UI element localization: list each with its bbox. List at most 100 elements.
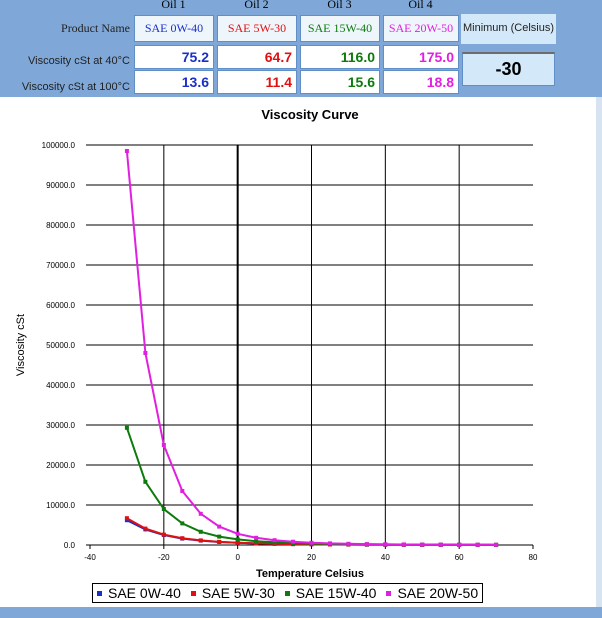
viscosity-40-oil-2[interactable]: 64.7 [217, 45, 297, 69]
data-point [124, 516, 129, 521]
product-name-oil-3[interactable]: SAE 15W-40 [300, 15, 380, 42]
product-name-oil-4[interactable]: SAE 20W-50 [383, 15, 459, 42]
data-point [161, 443, 166, 447]
column-header-oil-4: Oil 4 [408, 0, 433, 9]
data-point [235, 540, 240, 545]
y-tick-label: 10000.0 [46, 501, 75, 510]
viscosity-chart: Viscosity Curve -40 -20 0 20 40 60 80 0.0 10000.… [15, 107, 538, 580]
data-point [161, 507, 166, 511]
data-point [438, 542, 443, 547]
y-tick-label: 0.0 [64, 541, 76, 550]
data-point [143, 351, 148, 355]
data-point [364, 542, 369, 547]
data-point [180, 536, 185, 541]
x-axis-label: Temperature Celsius [256, 568, 364, 580]
data-point [309, 540, 314, 545]
data-point [457, 542, 462, 547]
data-point [161, 532, 166, 537]
viscosity-40-oil-3[interactable]: 116.0 [300, 45, 380, 69]
axes [86, 144, 534, 549]
legend-label: SAE 5W-30 [201, 585, 275, 601]
data-point [272, 540, 277, 545]
data-point [254, 539, 259, 544]
data-point [217, 534, 222, 539]
legend-item-oil-4[interactable]: SAE 20W-50 [386, 585, 478, 601]
y-tick-label: 20000.0 [46, 461, 75, 470]
viscosity-40-label: Viscosity cSt at 40°C [27, 55, 130, 67]
data-point [198, 511, 203, 516]
y-tick-label: 50000.0 [46, 341, 75, 350]
x-tick-label: -20 [158, 553, 170, 562]
oil-table-panel: Oil 1 Oil 2 Oil 3 Oil 4 Product Name Vis… [0, 0, 602, 97]
data-point [143, 526, 148, 531]
product-name-oil-2[interactable]: SAE 5W-30 [217, 15, 297, 42]
legend-label: SAE 0W-40 [108, 585, 181, 601]
data-point [494, 542, 499, 547]
data-point [475, 542, 480, 547]
data-point [124, 149, 129, 153]
legend-label: SAE 20W-50 [397, 585, 479, 601]
series-lines [124, 149, 499, 547]
legend-swatch [386, 590, 392, 596]
viscosity-40-oil-1[interactable]: 75.2 [134, 45, 214, 69]
data-point [124, 425, 129, 430]
data-point [217, 539, 222, 544]
data-point [383, 542, 388, 547]
column-header-oil-3: Oil 3 [327, 0, 352, 9]
data-point [198, 538, 203, 543]
y-tick-label: 90000.0 [46, 181, 75, 190]
data-point [180, 489, 185, 493]
viscosity-100-oil-4[interactable]: 18.8 [383, 70, 459, 94]
x-tick-label: -40 [84, 553, 96, 562]
y-tick-label: 60000.0 [46, 301, 75, 310]
legend-swatch [97, 590, 102, 596]
chart-title: Viscosity Curve [261, 107, 358, 122]
y-tick-label: 100000.0 [42, 141, 76, 150]
data-point [401, 542, 406, 547]
data-point [291, 539, 296, 544]
viscosity-100-oil-2[interactable]: 11.4 [217, 70, 297, 94]
chart-legend: SAE 0W-40 SAE 5W-30 SAE 15W-40 SAE 20W-5… [92, 583, 484, 603]
legend-label: SAE 15W-40 [295, 585, 377, 601]
data-point [254, 535, 259, 540]
minimum-celsius-label: Minimum (Celsius) [461, 14, 556, 44]
viscosity-100-oil-3[interactable]: 15.6 [300, 70, 380, 94]
y-tick-label: 30000.0 [46, 421, 75, 430]
x-tick-label: 20 [307, 553, 316, 562]
x-tick-label: 80 [529, 553, 538, 562]
y-axis-label: Viscosity cSt [15, 314, 27, 376]
product-name-oil-1[interactable]: SAE 0W-40 [134, 15, 214, 42]
data-point [198, 529, 203, 534]
y-tick-label: 70000.0 [46, 261, 75, 270]
x-tick-label: 60 [455, 553, 464, 562]
legend-swatch [284, 590, 290, 596]
viscosity-100-label: Viscosity cSt at 100°C [21, 81, 130, 93]
grid-lines [90, 144, 533, 545]
data-point [420, 542, 425, 547]
legend-item-oil-1[interactable]: SAE 0W-40 [97, 585, 181, 601]
scrollbar-track[interactable] [596, 97, 602, 607]
data-point [272, 538, 277, 543]
viscosity-100-oil-1[interactable]: 13.6 [134, 70, 214, 94]
data-point [327, 541, 332, 546]
data-point [180, 521, 185, 526]
column-header-oil-1: Oil 1 [161, 0, 186, 9]
legend-item-oil-3[interactable]: SAE 15W-40 [284, 585, 377, 601]
minimum-celsius-value[interactable]: -30 [462, 52, 555, 86]
data-point [143, 479, 148, 484]
x-tick-label: 0 [235, 553, 240, 562]
legend-item-oil-2[interactable]: SAE 5W-30 [190, 585, 275, 601]
data-point [217, 524, 222, 529]
data-point [254, 541, 259, 546]
x-tick-label: 40 [381, 553, 390, 562]
viscosity-40-oil-4[interactable]: 175.0 [383, 45, 459, 69]
product-name-label: Product Name [61, 21, 130, 35]
legend-swatch [190, 590, 196, 596]
data-point [235, 531, 240, 536]
bottom-bar [0, 607, 602, 618]
data-point [235, 537, 240, 542]
tick-labels: -40 -20 0 20 40 60 80 0.0 10000.0 20000.0 30000.0 4… [42, 141, 538, 562]
y-tick-label: 80000.0 [46, 221, 75, 230]
column-header-oil-2: Oil 2 [244, 0, 269, 9]
y-tick-label: 40000.0 [46, 381, 75, 390]
